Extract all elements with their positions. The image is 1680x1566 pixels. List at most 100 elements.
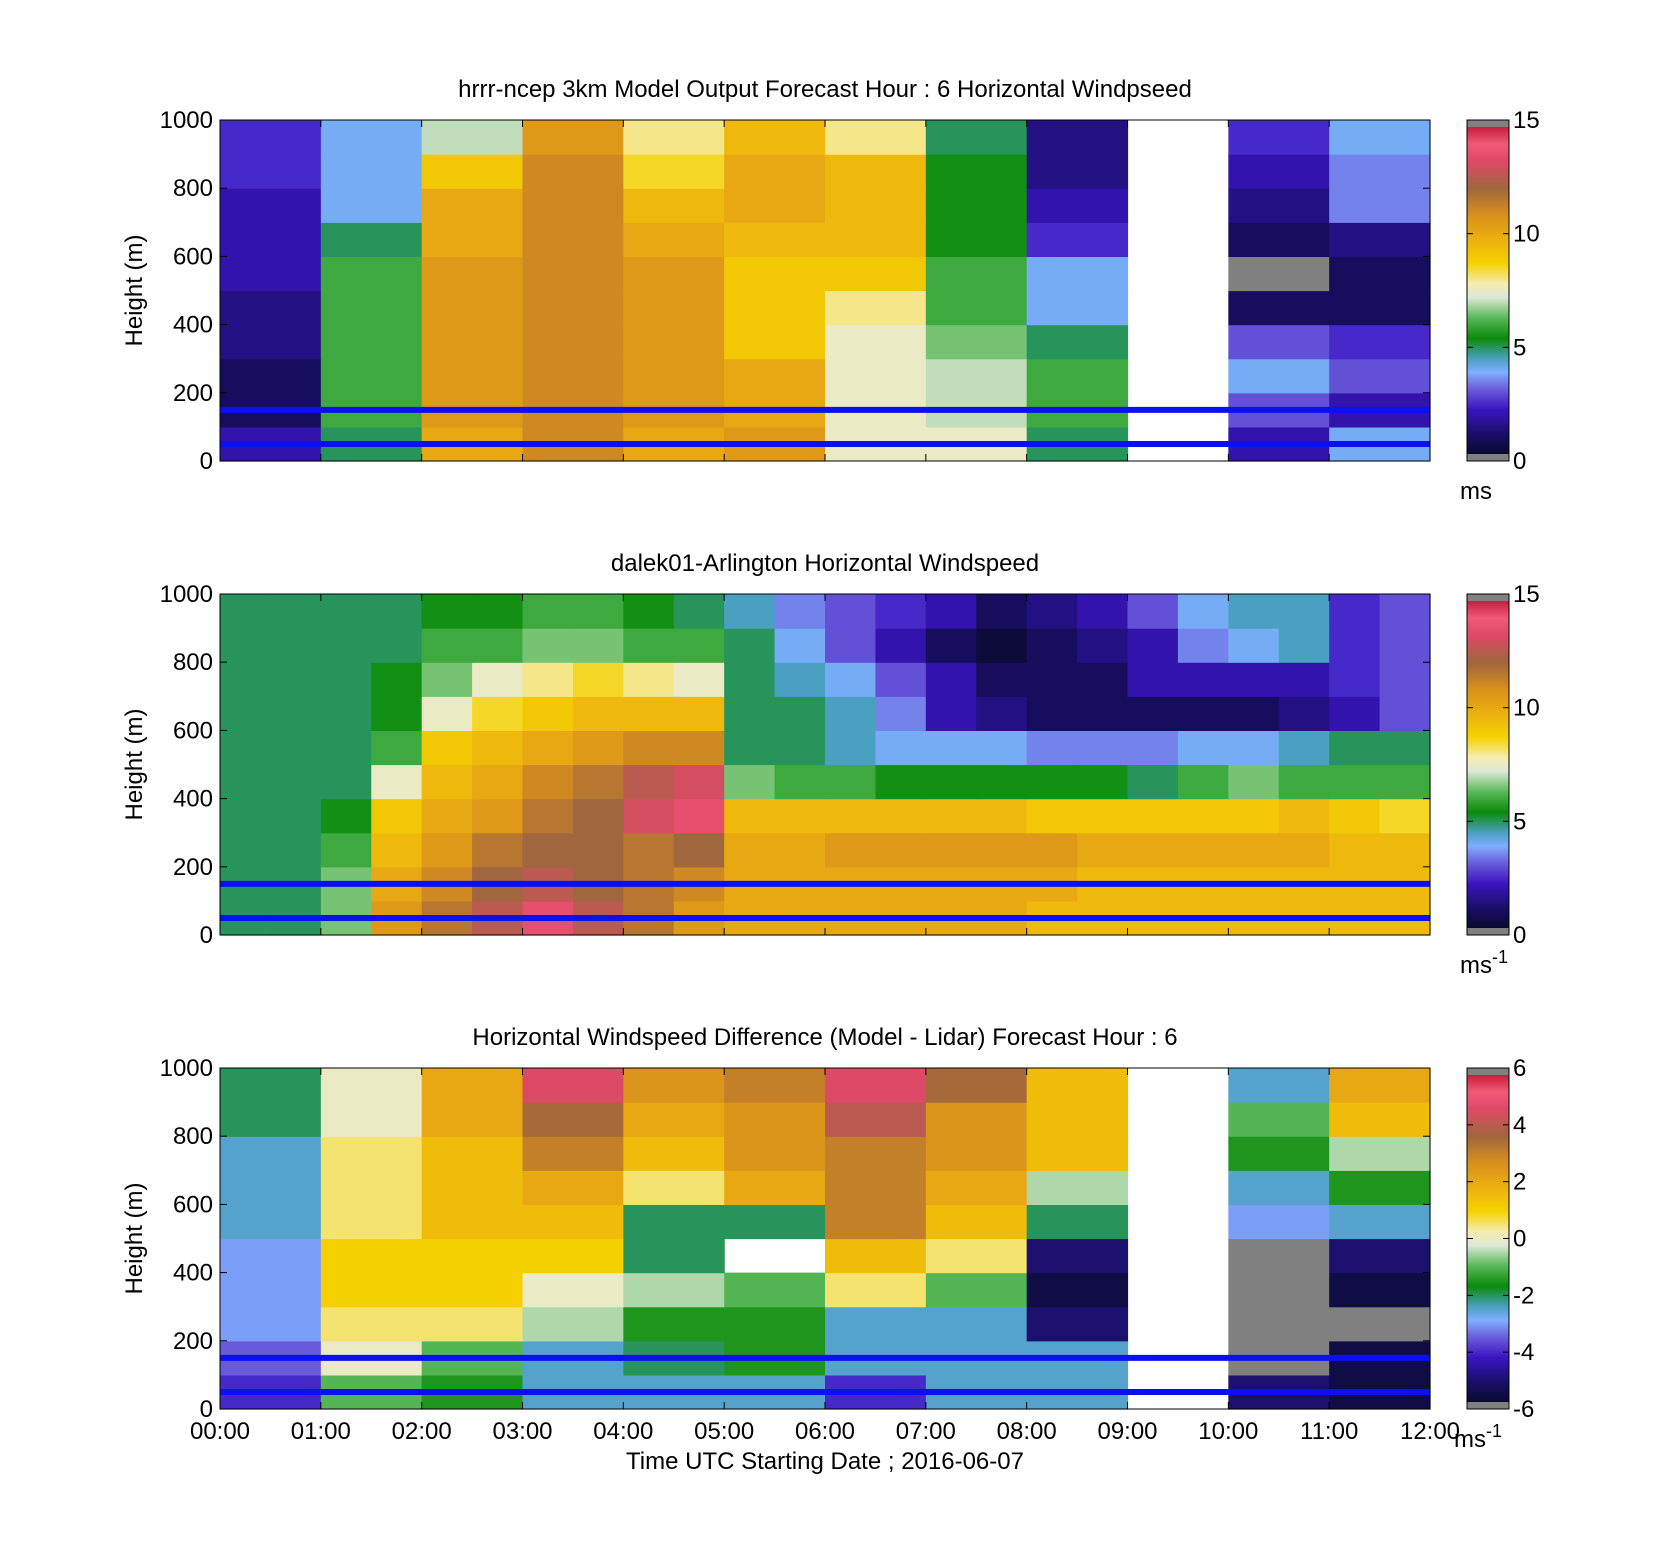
heatmap-cell <box>925 290 1028 326</box>
heatmap-cell <box>774 696 826 731</box>
heatmap-cell <box>1026 1238 1129 1274</box>
x-tick-label: 03:00 <box>492 1418 552 1445</box>
heatmap-cell <box>421 120 524 155</box>
heatmap-cell <box>220 222 322 257</box>
heatmap-cell <box>1228 256 1330 292</box>
heatmap-cell <box>220 290 322 326</box>
heatmap-cell <box>1278 832 1330 868</box>
y-axis-label: Height (m) <box>121 234 148 346</box>
x-tick-label: 11:00 <box>1300 1418 1358 1445</box>
heatmap-cell <box>825 594 877 629</box>
heatmap-cell <box>270 730 322 766</box>
heatmap-cell <box>825 1272 927 1308</box>
heatmap-cell <box>320 832 372 868</box>
heatmap-cell <box>673 730 725 766</box>
heatmap-cell <box>925 662 977 697</box>
heatmap-cell <box>522 662 574 697</box>
heatmap-cell <box>1127 798 1179 834</box>
heatmap-cell <box>925 730 977 766</box>
heatmap-cell <box>1077 798 1129 834</box>
heatmap-cell <box>976 696 1028 731</box>
y-tick-label: 400 <box>173 312 213 339</box>
colorbar-tick-label: 0 <box>1513 1226 1526 1253</box>
heatmap-cell <box>371 628 423 663</box>
heatmap-cell <box>1026 1272 1129 1308</box>
heatmap-cell <box>1329 1204 1431 1240</box>
heatmap-cell <box>925 1272 1028 1308</box>
colorbar <box>1466 1067 1510 1410</box>
heatmap-cell <box>1278 730 1330 766</box>
heatmap-cell <box>774 764 826 800</box>
heatmap-cell <box>1026 798 1078 834</box>
heatmap-cell <box>1127 594 1179 629</box>
heatmap-cell <box>1026 1068 1129 1103</box>
heatmap-cell <box>320 358 423 394</box>
heatmap-cell <box>220 358 322 394</box>
heatmap-cell <box>1329 256 1431 292</box>
heatmap-cell <box>1177 594 1229 629</box>
heatmap-cell <box>925 832 977 868</box>
heatmap-cell <box>825 1204 927 1240</box>
heatmap-cell <box>976 764 1028 800</box>
heatmap-cell <box>623 730 675 766</box>
y-tick-label: 1000 <box>160 1055 213 1082</box>
heatmap-cell <box>522 1136 624 1171</box>
heatmap-cell <box>925 764 977 800</box>
heatmap-cell <box>320 764 372 800</box>
heatmap-cell <box>724 222 826 257</box>
heatmap-cell <box>875 764 927 800</box>
heatmap-cell <box>825 358 927 394</box>
heatmap-cell <box>421 628 473 663</box>
panel-title: hrrr-ncep 3km Model Output Forecast Hour… <box>458 76 1192 103</box>
heatmap-cell <box>1329 1068 1431 1103</box>
heatmap-cell <box>673 594 725 629</box>
heatmap-cell <box>320 1272 423 1308</box>
colorbar-tick-label: -2 <box>1513 1282 1534 1309</box>
heatmap-cell <box>623 662 675 697</box>
heatmap-cell <box>1127 696 1179 731</box>
heatmap-cell <box>1329 290 1431 326</box>
heatmap-cell <box>421 324 524 360</box>
heatmap-cell <box>421 256 524 292</box>
heatmap-cell <box>724 1204 826 1240</box>
heatmap-cell <box>320 628 372 663</box>
heatmap-cell <box>925 188 1028 223</box>
heatmap-cell <box>220 696 272 731</box>
heatmap-cell <box>1228 120 1330 155</box>
colorbar <box>1466 593 1510 936</box>
heatmap-cell <box>623 290 725 326</box>
heatmap-cell <box>925 1136 1028 1171</box>
heatmap-cell <box>371 730 423 766</box>
heatmap-cell <box>825 798 877 834</box>
y-tick-label: 600 <box>173 243 213 270</box>
heatmap-cell <box>724 628 776 663</box>
heatmap-cell <box>1329 1102 1431 1137</box>
heatmap-cell <box>1329 1238 1431 1274</box>
heatmap-cell <box>1278 628 1330 663</box>
heatmap-cell <box>1329 358 1431 394</box>
heatmap-cell <box>320 120 423 155</box>
heatmap-cell <box>623 1238 725 1274</box>
heatmap-cell <box>1177 662 1229 697</box>
heatmap-cell <box>1228 832 1280 868</box>
heatmap-cell <box>472 594 524 629</box>
heatmap-cell <box>825 290 927 326</box>
heatmap-cell <box>673 764 725 800</box>
heatmap-cell <box>220 662 272 697</box>
colorbar-tick-label: 10 <box>1513 221 1540 248</box>
heatmap-cell <box>724 1068 826 1103</box>
heatmap-cell <box>1329 1136 1431 1171</box>
heatmap-cell <box>724 594 776 629</box>
heatmap-cell <box>774 730 826 766</box>
heatmap-cell <box>270 594 322 629</box>
heatmap-cell <box>1026 628 1078 663</box>
heatmap-cell <box>1379 764 1431 800</box>
heatmap-cell <box>1379 798 1431 834</box>
heatmap-cell <box>825 1306 927 1342</box>
heatmap-cell <box>1278 662 1330 697</box>
colorbar-unit-label: ms <box>1460 478 1492 505</box>
heatmap-cell <box>825 324 927 360</box>
colorbar <box>1466 119 1510 462</box>
heatmap-cell <box>623 1272 725 1308</box>
heatmap-cell <box>1228 730 1280 766</box>
